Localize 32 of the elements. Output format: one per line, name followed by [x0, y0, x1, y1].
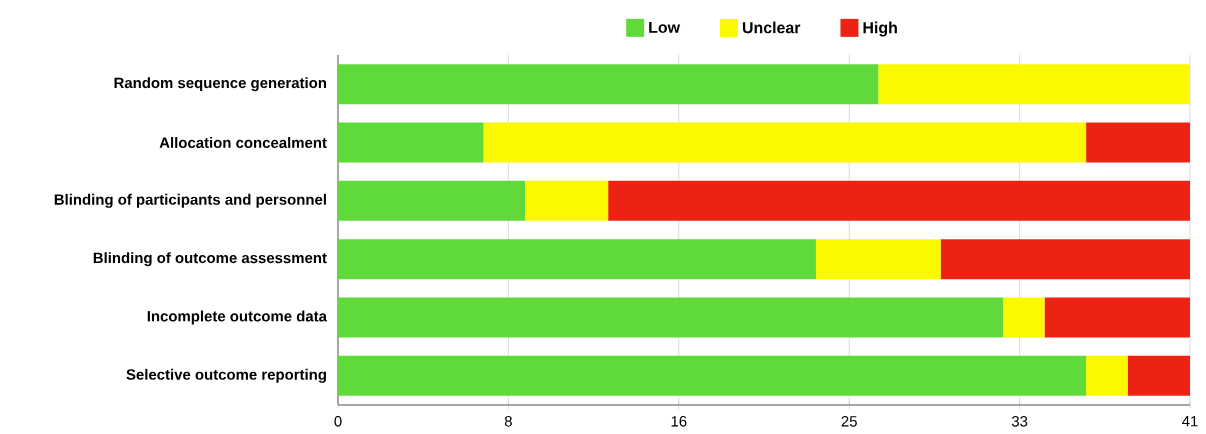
x-tick-label: 33 [1011, 416, 1028, 427]
y-tick-label: Incomplete outcome data [147, 310, 328, 325]
x-tick-label: 16 [671, 416, 687, 427]
legend-label: Low [649, 21, 681, 34]
bar [1086, 355, 1128, 396]
bar [1002, 297, 1045, 338]
y-tick-label: Blinding of outcome assessment [93, 252, 327, 267]
x-tick-label: 8 [504, 416, 512, 427]
bar [940, 239, 1190, 280]
bar [338, 122, 484, 163]
bar [1044, 297, 1190, 338]
bar [608, 180, 1190, 221]
bar [815, 239, 941, 280]
bar [338, 239, 816, 280]
bar [525, 180, 609, 221]
x-tick-label: 25 [841, 416, 857, 427]
y-tick-label: Allocation concealment [159, 137, 327, 148]
bar [878, 64, 1190, 105]
legend-label: High [863, 21, 897, 37]
legend-label: Unclear [742, 21, 801, 34]
bar [338, 355, 1087, 396]
y-tick-label: Selective outcome reporting [126, 368, 326, 383]
bar [338, 64, 879, 105]
bar [338, 180, 526, 221]
y-tick-label: Random sequence generation [114, 77, 327, 92]
bar [1127, 355, 1190, 396]
y-tick-label: Blinding of participants and personnel [54, 193, 326, 208]
bar [1086, 122, 1190, 163]
x-tick-label: 41 [1182, 416, 1198, 427]
x-tick-label: 0 [334, 416, 342, 427]
bar [338, 297, 1003, 338]
bar [483, 122, 1087, 163]
